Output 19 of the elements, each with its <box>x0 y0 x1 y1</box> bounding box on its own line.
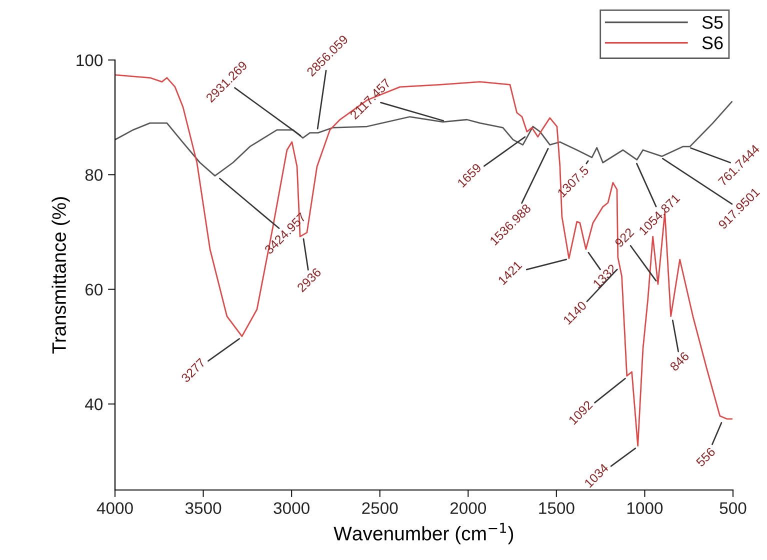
annotation: 922 <box>614 228 634 248</box>
y-tick-label: 60 <box>86 284 103 296</box>
x-tick-label: 1000 <box>627 502 663 514</box>
x-tick-label: 2000 <box>450 502 486 514</box>
x-tick-label: 2500 <box>362 502 398 514</box>
x-axis-title: Wavenumber (cm$^{−1}$) <box>334 522 514 544</box>
y-tick-label: 100 <box>76 54 103 66</box>
x-tick-label: 1500 <box>539 502 574 514</box>
y-tick-label: 40 <box>85 398 103 410</box>
x-tick-label: 4000 <box>96 502 133 514</box>
annotation: 556 <box>696 446 716 468</box>
y-axis-title: Transmittance (%) <box>52 197 70 354</box>
x-tick-label: 3000 <box>274 502 310 514</box>
annotation: 846 <box>669 351 690 372</box>
legend-label: S5 <box>702 16 723 29</box>
legend-label: S6 <box>702 36 723 50</box>
y-tick-label: 80 <box>85 169 103 181</box>
x-tick-label: 500 <box>720 502 746 514</box>
x-tick-label: 3500 <box>185 502 222 514</box>
